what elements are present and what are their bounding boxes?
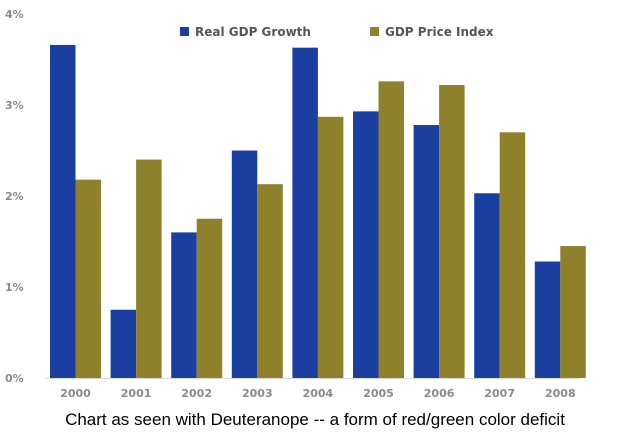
bar-real-gdp-growth-2008 (534, 261, 561, 378)
x-tick-label: 2002 (181, 387, 212, 400)
bar-gdp-price-index-2000 (75, 179, 101, 378)
x-axis: 2000 2001 2002 2003 2004 2005 2006 2007 2008 (45, 378, 580, 400)
y-tick-label: 0% (5, 372, 24, 385)
legend-label: GDP Price Index (385, 25, 494, 39)
bar-gdp-price-index-2004 (317, 116, 344, 378)
chart-caption: Chart as seen with Deuteranope -- a form… (65, 410, 565, 429)
legend-swatch (370, 27, 379, 36)
bar-real-gdp-growth-2003 (231, 150, 258, 378)
bar-gdp-price-index-2002 (196, 218, 223, 378)
legend-swatch (180, 27, 189, 36)
bar-chart: 0%1%2%3%4% 2000 2001 2002 2003 2004 2005 2006 2… (5, 8, 586, 400)
bar-real-gdp-growth-2007 (474, 193, 500, 378)
legend-label: Real GDP Growth (195, 25, 311, 39)
bar-real-gdp-growth-2000 (50, 44, 76, 378)
x-tick-label: 2003 (242, 387, 273, 400)
bar-real-gdp-growth-2001 (110, 309, 137, 378)
x-tick-label: 2004 (303, 387, 334, 400)
x-tick-label: 2001 (121, 387, 152, 400)
y-tick-label: 2% (5, 190, 24, 203)
x-tick-label: 2008 (545, 387, 576, 400)
y-tick-label: 3% (5, 99, 24, 112)
bar-real-gdp-growth-2005 (353, 111, 379, 379)
bar-real-gdp-growth-2006 (413, 125, 440, 379)
bar-gdp-price-index-2005 (378, 81, 404, 378)
bar-gdp-price-index-2006 (439, 84, 465, 378)
x-tick-label: 2006 (424, 387, 455, 400)
bar-gdp-price-index-2008 (560, 246, 586, 378)
bar-real-gdp-growth-2004 (292, 47, 318, 379)
x-tick-label: 2000 (60, 387, 91, 400)
x-tick-label: 2007 (484, 387, 515, 400)
y-tick-label: 4% (5, 8, 24, 21)
y-axis: 0% 1% 2% 3% 4% (5, 8, 24, 385)
bar-gdp-price-index-2003 (257, 184, 283, 378)
x-tick-label: 2005 (363, 387, 394, 400)
bar-real-gdp-growth-2002 (171, 232, 197, 378)
y-tick-label: 1% (5, 281, 24, 294)
bars (50, 44, 586, 379)
bar-gdp-price-index-2001 (136, 159, 162, 378)
bar-gdp-price-index-2007 (499, 132, 526, 378)
legend: Real GDP Growth GDP Price Index (180, 25, 494, 39)
